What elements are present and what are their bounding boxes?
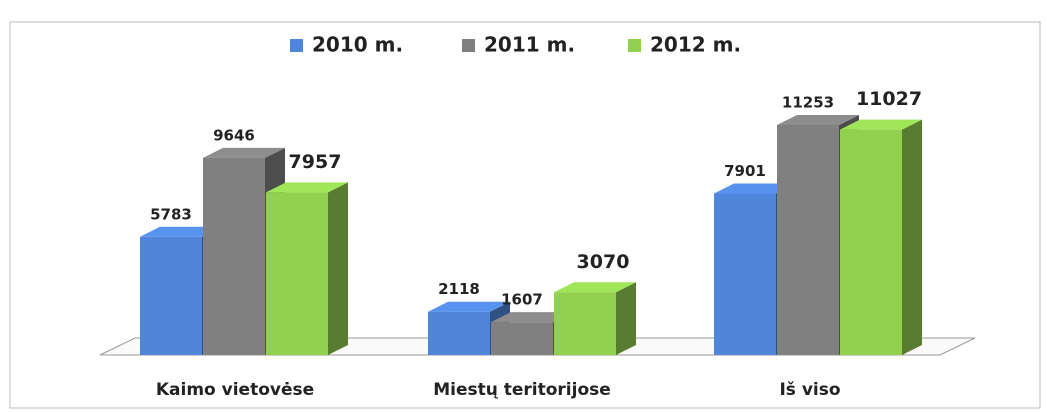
- bar-side: [616, 282, 636, 355]
- bar-top: [491, 312, 573, 323]
- bar-side: [902, 119, 922, 356]
- legend-swatch: [628, 39, 641, 52]
- data-label: 11253: [782, 94, 834, 112]
- bar-top: [428, 301, 510, 312]
- data-label: 5783: [150, 205, 192, 223]
- legend-swatch: [290, 39, 303, 52]
- bar-top: [777, 115, 859, 125]
- legend-swatch: [462, 39, 475, 52]
- bar: [777, 125, 839, 355]
- x-tick-label: Kaimo vietovėse: [156, 380, 314, 400]
- data-label: 2118: [438, 280, 480, 298]
- bar-top: [266, 182, 348, 193]
- x-tick-label: Iš viso: [779, 380, 840, 400]
- x-tick-label: Miestų teritorijose: [433, 380, 611, 400]
- bar: [840, 129, 902, 355]
- bar: [714, 193, 776, 355]
- bar: [428, 311, 490, 355]
- bar: [491, 322, 553, 355]
- data-label: 7957: [289, 151, 342, 173]
- data-label: 9646: [213, 126, 255, 144]
- bar-top: [140, 226, 222, 237]
- data-label: 11027: [856, 88, 922, 110]
- legend-label: 2012 m.: [650, 33, 741, 57]
- bar-top: [203, 147, 285, 158]
- bar: [203, 157, 265, 355]
- bar: [554, 292, 616, 355]
- bar-side: [328, 182, 348, 355]
- legend-label: 2011 m.: [484, 33, 575, 57]
- bar: [140, 236, 202, 355]
- legend-label: 2010 m.: [312, 33, 403, 57]
- bar-top: [840, 119, 922, 130]
- data-label: 3070: [577, 251, 630, 273]
- bar-top: [554, 282, 636, 293]
- data-label: 1607: [501, 291, 543, 309]
- data-label: 7901: [724, 162, 766, 180]
- bar-top: [714, 183, 796, 194]
- bar: [266, 192, 328, 355]
